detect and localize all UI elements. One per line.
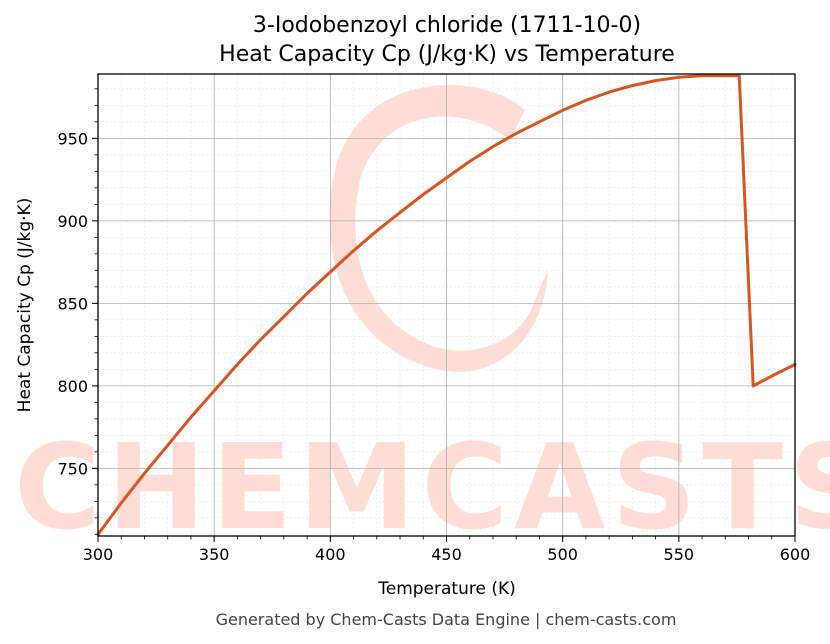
watermark-text: CHEMCASTS [14,418,830,556]
plot-area: CHEMCASTS [14,73,830,556]
y-tick-label: 950 [57,129,88,148]
x-tick-label: 450 [431,545,462,564]
y-tick-label: 850 [57,294,88,313]
footer-credit: Generated by Chem-Casts Data Engine | ch… [216,610,677,629]
chart-subtitle: Heat Capacity Cp (J/kg·K) vs Temperature [219,42,675,67]
x-axis-ticks: 300 350 400 450 500 550 600 [83,536,811,564]
y-tick-label: 900 [57,212,88,231]
x-tick-label: 400 [315,545,346,564]
watermark-logo: CHEMCASTS [14,85,830,556]
y-tick-label: 750 [57,459,88,478]
series-line-0 [96,74,797,536]
chart-title: 3-Iodobenzoyl chloride (1711-10-0) [253,13,641,38]
x-axis-label: Temperature (K) [377,579,516,599]
x-tick-label: 500 [547,545,578,564]
y-axis-label: Heat Capacity Cp (J/kg·K) [15,198,35,413]
x-tick-label: 350 [199,545,230,564]
x-tick-label: 600 [780,545,811,564]
y-axis-ticks: 750 800 850 900 950 [57,88,98,535]
y-tick-label: 800 [57,377,88,396]
series-layer [96,74,797,536]
x-tick-label: 550 [664,545,695,564]
x-tick-label: 300 [83,545,114,564]
